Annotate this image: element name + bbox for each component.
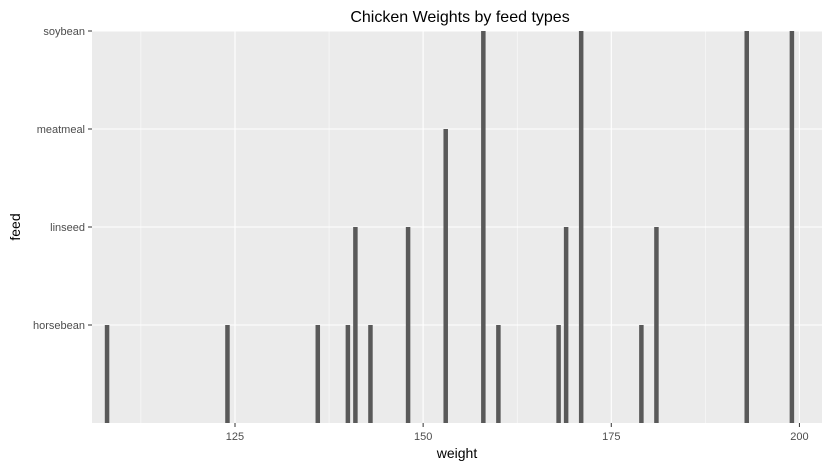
bar	[654, 227, 659, 423]
x-tick-label: 125	[226, 431, 244, 443]
x-tick-label: 200	[790, 431, 808, 443]
bar	[744, 31, 749, 423]
bar	[639, 325, 644, 423]
bar	[353, 227, 358, 423]
y-axis-title: feed	[7, 213, 23, 240]
bar	[104, 325, 110, 423]
y-tick-label: linseed	[50, 222, 85, 234]
x-tick-label: 150	[414, 431, 432, 443]
bar	[563, 227, 569, 423]
chart-title: Chicken Weights by feed types	[350, 9, 569, 26]
y-tick-label: meatmeal	[37, 124, 85, 136]
bar	[315, 325, 321, 423]
bars	[104, 31, 795, 423]
bar	[578, 31, 584, 423]
bar	[496, 325, 501, 423]
y-axis: horsebean linseed meatmeal soybean	[33, 26, 92, 332]
x-axis: 125 150 175 200	[226, 423, 809, 443]
y-tick-label: soybean	[43, 26, 85, 38]
bar	[481, 31, 486, 423]
x-tick-label: 175	[602, 431, 620, 443]
major-gridlines	[92, 30, 822, 423]
bar	[789, 31, 795, 423]
y-tick-label: horsebean	[33, 320, 85, 332]
bar	[345, 325, 351, 423]
bar	[368, 325, 373, 423]
bar	[556, 325, 561, 423]
x-axis-title: weight	[436, 445, 478, 461]
bar	[405, 227, 411, 423]
bar	[225, 325, 230, 423]
bar	[443, 129, 448, 423]
